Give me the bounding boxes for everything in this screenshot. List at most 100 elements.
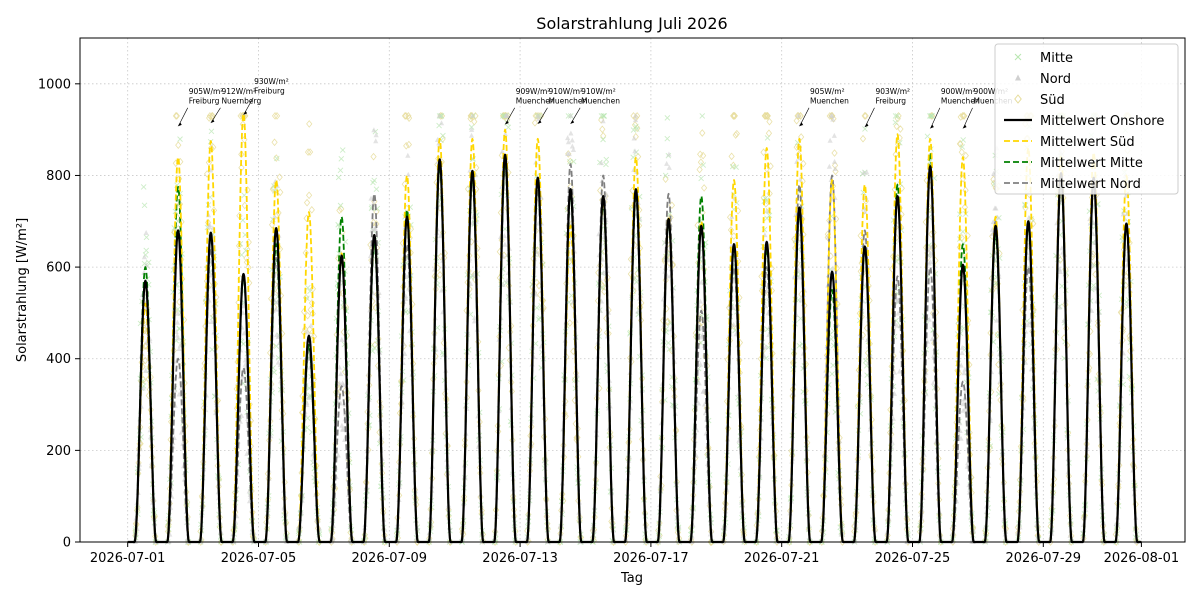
scatter-point-sued [897,125,904,133]
scatter-point-sued [566,319,573,327]
annotation-location: Freiburg [189,96,220,105]
scatter-point-sued [699,151,707,160]
y-axis-label: Solarstrahlung [W/m²] [15,218,30,362]
legend-label-mittelwert-mitte: Mittelwert Mitte [1040,156,1143,171]
scatter-point-sued [862,112,869,120]
scatter-point-sued [766,117,773,126]
scatter-point-sued [795,112,802,120]
annotation-value: 912W/m² [221,87,256,96]
legend-label-nord: Nord [1040,72,1071,87]
legend-label-mittelwert-onshore: Mittelwert Onshore [1040,114,1164,129]
scatter-point-sued [273,112,281,120]
x-tick-label: 2026-07-25 [875,551,951,566]
scatter-point-sued [766,189,773,198]
scatter-point-sued [668,201,676,210]
annotation-location: Muenchen [810,96,849,105]
scatter-point-sued [238,150,245,159]
scatter-point-sued [793,116,800,125]
scatter-point-sued [275,209,282,217]
x-tick-label: 2026-07-29 [1006,551,1082,566]
scatter-point-sued [276,173,283,181]
scatter-point-sued [464,185,472,193]
chart-title: Solarstrahlung Juli 2026 [536,14,727,33]
scatter-point-sued [302,325,309,334]
scatter-point-sued [697,150,704,159]
scatter-point-sued [697,158,705,167]
scatter-point-sued [831,149,838,157]
scatter-point-sued [209,112,216,120]
y-tick-label: 0 [63,536,71,551]
scatter-point-sued [274,211,281,219]
scatter-point-sued [304,148,312,156]
scatter-point-sued [277,188,284,197]
scatter-point-sued [308,205,315,214]
scatter-point-sued [336,206,343,215]
scatter-point-sued [798,133,805,141]
scatter-point-sued [306,325,313,334]
scatter-point-sued [597,186,604,195]
scatter-point-sued [898,184,905,193]
annotation-value: 905W/m² [810,87,845,96]
scatter-point-sued [730,112,737,120]
scatter-point-sued [305,191,313,200]
y-tick-label: 200 [46,444,71,459]
scatter-point-sued [728,152,735,161]
scatter-point-sued [241,201,248,210]
annotation-value: 900W/m² [941,87,976,96]
scatter-point-sued [218,538,225,546]
scatter-point-sued [731,112,738,120]
scatter-point-sued [175,141,182,149]
legend-label-mitte: Mitte [1040,51,1073,66]
scatter-point-sued [694,221,701,230]
scatter-point-sued [696,165,703,174]
x-tick-label: 2026-07-05 [221,551,297,566]
legend-label-mittelwert-sued: Mittelwert Süd [1040,135,1135,150]
annotation-location: Freiburg [254,86,285,95]
annotation-value: 909W/m² [516,87,551,96]
scatter-point-sued [762,112,770,120]
annotation-location: Muenchen [581,96,620,105]
x-axis-label: Tag [620,571,643,586]
scatter-point-sued [303,198,311,207]
x-tick-label: 2026-07-09 [352,551,428,566]
annotation-value: 905W/m² [189,87,224,96]
scatter-point-sued [210,143,217,152]
scatter-point-sued [370,152,377,161]
legend-label-mittelwert-nord: Mittelwert Nord [1040,177,1141,192]
scatter-point-sued [403,141,410,150]
x-tick-label: 2026-07-01 [90,551,166,566]
scatter-point-sued [662,175,669,183]
scatter-point-sued [304,311,311,320]
x-tick-label: 2026-08-01 [1104,551,1180,566]
scatter-point-sued [763,112,771,120]
y-tick-label: 400 [46,352,71,367]
annotation-value: 910W/m² [581,87,616,96]
annotation-location: Freiburg [875,96,906,105]
scatter-point-sued [243,254,250,262]
scatter-point-sued [701,184,708,192]
x-tick-label: 2026-07-21 [744,551,820,566]
scatter-point-sued [859,134,867,143]
scatter-point-sued [405,140,412,149]
scatter-point-sued [635,152,642,161]
annotation-value: 910W/m² [548,87,583,96]
scatter-point-sued [800,159,807,168]
scatter-point-sued [760,148,767,157]
scatter-point-sued [401,180,408,189]
y-tick-label: 1000 [38,77,71,92]
scatter-point-sued [172,112,180,120]
scatter-point-sued [402,112,410,120]
scatter-point-sued [405,114,413,122]
scatter-point-sued [732,131,739,139]
y-tick-label: 600 [46,261,71,276]
legend: Mitte Nord Süd Mittelwert Onshore Mittelwert… [994,43,1179,195]
scatter-point-sued [306,148,314,156]
scatter-point-sued [436,270,444,279]
scatter-point-sued [204,170,211,178]
scatter-point-sued [764,112,771,120]
scatter-point-sued [599,125,606,134]
scatter-point-sued [730,232,737,240]
scatter-point-sued [309,309,316,318]
